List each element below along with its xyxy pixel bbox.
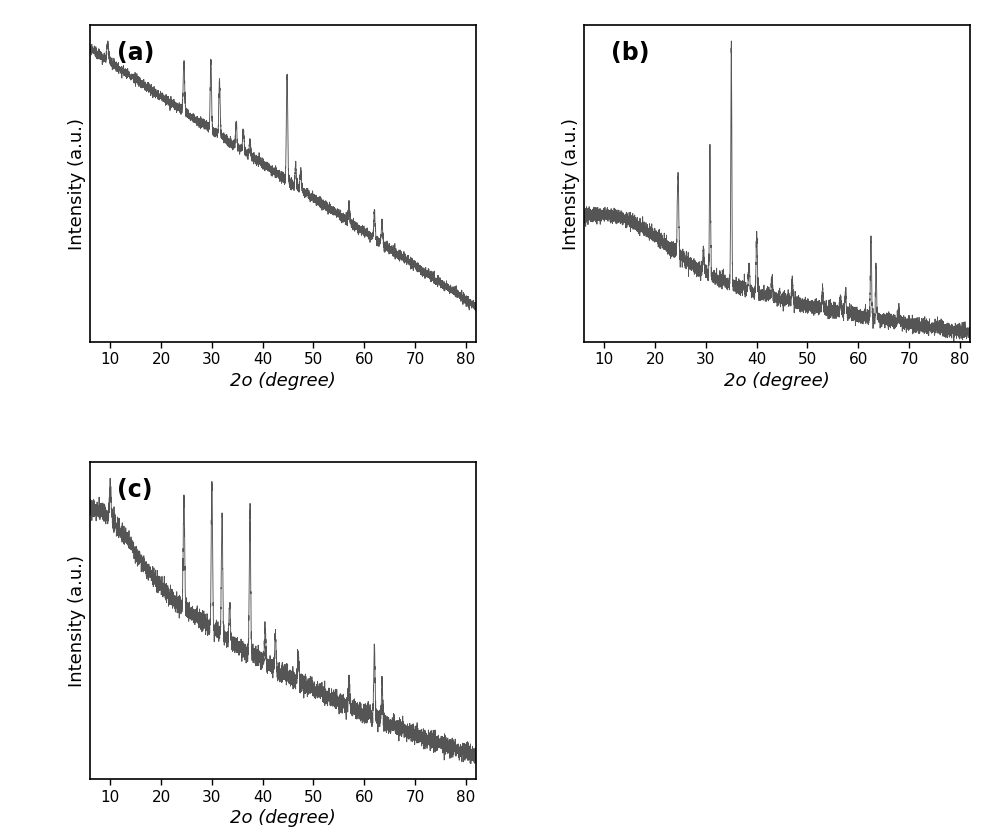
Y-axis label: Intensity (a.u.): Intensity (a.u.) <box>68 555 86 687</box>
X-axis label: 2ο (degree): 2ο (degree) <box>230 371 336 390</box>
Y-axis label: Intensity (a.u.): Intensity (a.u.) <box>68 117 86 250</box>
Text: (b): (b) <box>611 41 650 65</box>
Text: (c): (c) <box>117 478 153 502</box>
Text: (a): (a) <box>117 41 154 65</box>
X-axis label: 2ο (degree): 2ο (degree) <box>724 371 830 390</box>
Y-axis label: Intensity (a.u.): Intensity (a.u.) <box>562 117 580 250</box>
X-axis label: 2ο (degree): 2ο (degree) <box>230 809 336 827</box>
